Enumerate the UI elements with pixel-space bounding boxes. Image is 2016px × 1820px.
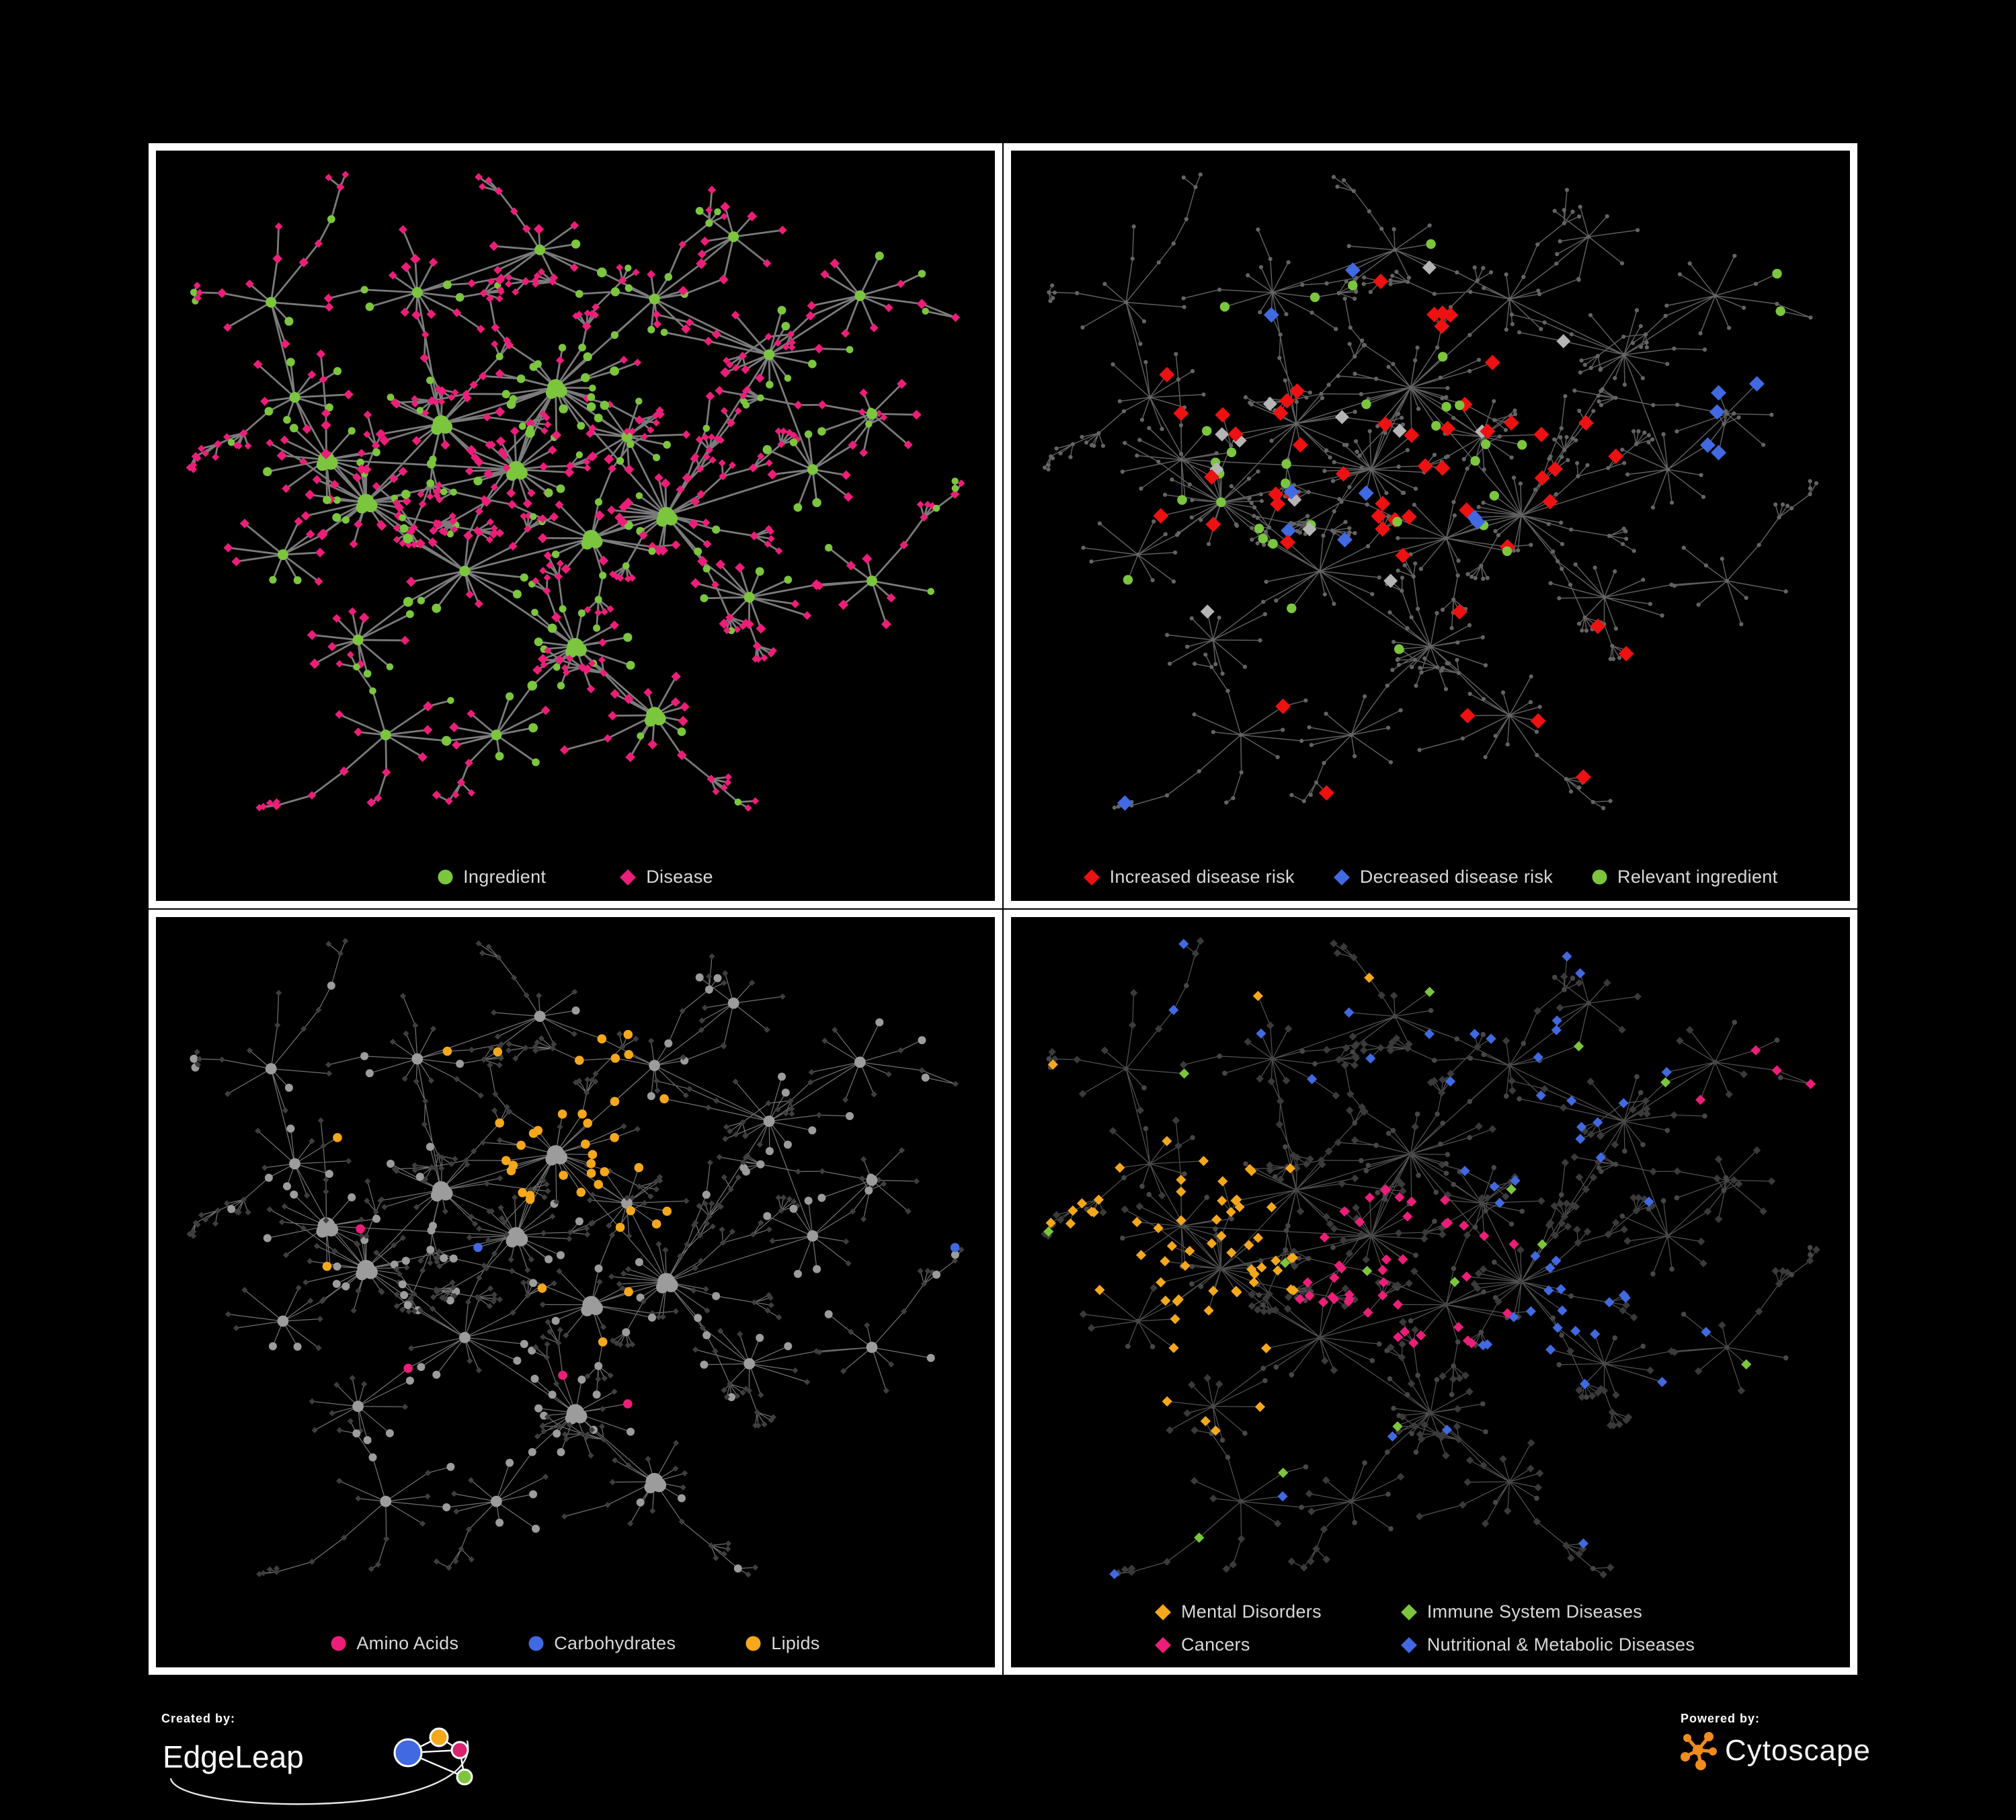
decreased-risk-diamond-icon [1333, 869, 1350, 885]
legend-panel-4: Mental Disorders Immune System Diseases … [1155, 1601, 1695, 1655]
edgeleap-logo-block: Created by: EdgeLeap [161, 1712, 477, 1813]
legend-label: Lipids [771, 1633, 820, 1653]
legend-label: Amino Acids [356, 1633, 459, 1653]
legend-item-immune-system-diseases: Immune System Diseases [1400, 1601, 1695, 1622]
network-graph-ingredient-classes [186, 938, 965, 1578]
legend-panel-1: Ingredient Disease [156, 867, 995, 887]
legend-item-relevant-ingredient: Relevant ingredient [1592, 867, 1777, 887]
mental-disorders-diamond-icon [1155, 1604, 1171, 1620]
legend-panel-3: Amino Acids Carbohydrates Lipids [156, 1633, 995, 1654]
legend-label: Increased disease risk [1109, 867, 1295, 887]
carbohydrates-circle-icon [528, 1636, 544, 1651]
legend-item-decreased-risk: Decreased disease risk [1333, 867, 1554, 887]
legend-label: Nutritional & Metabolic Diseases [1426, 1634, 1695, 1655]
cytoscape-icon [1681, 1732, 1717, 1770]
cytoscape-wordmark: Cytoscape [1725, 1734, 1871, 1767]
immune-diseases-diamond-icon [1400, 1604, 1417, 1620]
network-graph-disease-categories [1041, 937, 1820, 1579]
edgeleap-node-orange-icon [429, 1727, 449, 1747]
disease-diamond-icon [620, 869, 637, 885]
increased-risk-diamond-icon [1083, 869, 1100, 885]
legend-item-mental-disorders: Mental Disorders [1155, 1601, 1322, 1622]
amino-acids-circle-icon [331, 1636, 346, 1651]
network-graph-disease-risk [1043, 172, 1819, 811]
legend-label: Carbohydrates [554, 1633, 676, 1653]
legend-label: Mental Disorders [1181, 1601, 1322, 1622]
legend-item-disease: Disease [620, 867, 713, 887]
nutritional-metabolic-diamond-icon [1400, 1636, 1417, 1653]
created-by-label: Created by: [161, 1712, 236, 1725]
edgeleap-swoosh-icon [169, 1740, 469, 1805]
legend-item-nutritional-metabolic-diseases: Nutritional & Metabolic Diseases [1400, 1634, 1695, 1655]
legend-panel-2: Increased disease risk Decreased disease… [1011, 867, 1850, 887]
cytoscape-logo-block: Powered by: Cytoscape [1681, 1712, 1963, 1813]
legend-item-amino-acids: Amino Acids [331, 1633, 458, 1654]
legend-label: Cancers [1181, 1634, 1250, 1655]
relevant-ingredient-circle-icon [1592, 869, 1607, 885]
legend-item-carbohydrates: Carbohydrates [528, 1633, 676, 1654]
legend-label: Disease [646, 867, 713, 887]
legend-item-lipids: Lipids [745, 1633, 819, 1654]
legend-label: Decreased disease risk [1359, 867, 1554, 887]
edgeleap-node-green-icon [456, 1768, 473, 1786]
legend-label: Ingredient [463, 867, 547, 887]
network-panel-ingredient-classes: Amino Acids Carbohydrates Lipids [149, 910, 1002, 1675]
legend-item-increased-risk: Increased disease risk [1083, 867, 1295, 887]
legend-item-ingredient: Ingredient [438, 867, 546, 887]
edgeleap-node-blue-icon [393, 1738, 423, 1768]
network-panel-disease-risk: Increased disease risk Decreased disease… [1004, 143, 1857, 908]
legend-label: Immune System Diseases [1426, 1601, 1643, 1622]
network-panel-disease-categories: Mental Disorders Immune System Diseases … [1004, 910, 1857, 1675]
lipids-circle-icon [745, 1636, 761, 1651]
network-panel-ingredient-disease: Ingredient Disease [149, 143, 1002, 908]
edgeleap-logo: EdgeLeap [163, 1727, 473, 1805]
edgeleap-wordmark: EdgeLeap [163, 1739, 304, 1774]
network-graph-ingredient-disease [186, 171, 965, 812]
edgeleap-node-magenta-icon [450, 1741, 469, 1759]
powered-by-label: Powered by: [1681, 1712, 1761, 1725]
cancers-diamond-icon [1155, 1636, 1171, 1653]
legend-label: Relevant ingredient [1617, 867, 1778, 887]
legend-item-cancers: Cancers [1155, 1634, 1322, 1655]
ingredient-circle-icon [438, 869, 453, 885]
